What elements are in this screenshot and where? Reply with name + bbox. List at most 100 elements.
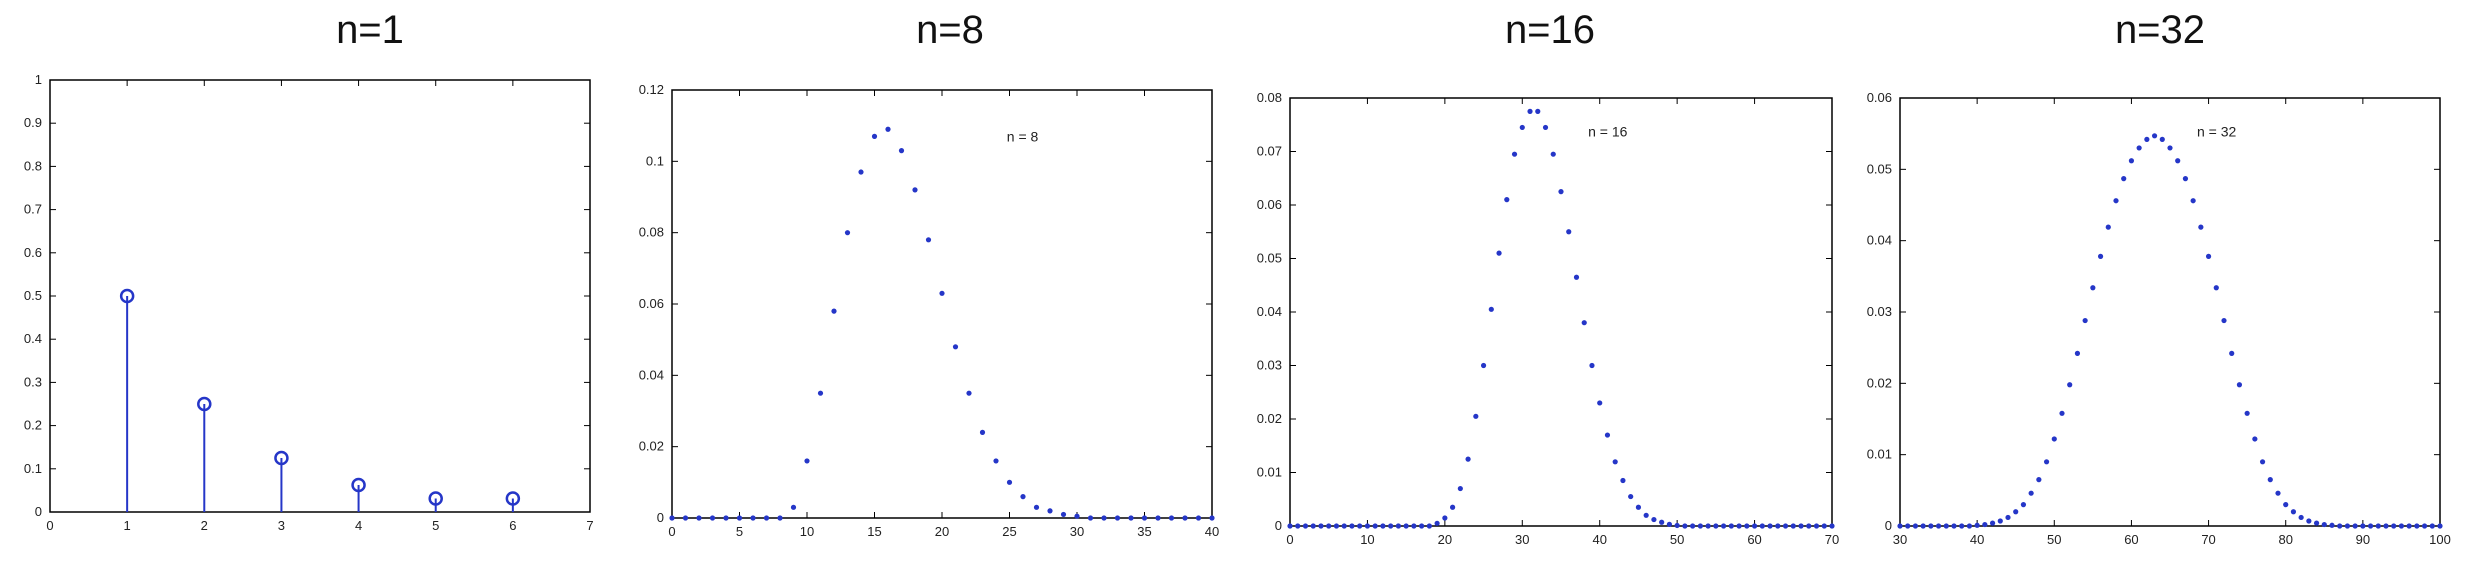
panel-1-x-tick-label: 5 <box>432 518 439 533</box>
panel-4-x-tick-label: 50 <box>2047 532 2061 547</box>
panel-4-data-point <box>2059 410 2065 416</box>
panel-4-data-point <box>1982 521 1988 528</box>
panel-4-data-point <box>2205 253 2212 259</box>
panel-3-data-point <box>1395 523 1401 529</box>
panel-3-data-point <box>1597 400 1603 406</box>
panel-4-data-point <box>2067 382 2073 388</box>
panel-3-data-point <box>1659 519 1665 525</box>
panel-3-data-point <box>1527 108 1533 114</box>
panel-1-y-tick-label: 0.7 <box>24 202 42 217</box>
panel-3-y-tick-label: 0.06 <box>1257 197 1282 212</box>
panel-4-data-point <box>1974 522 1980 528</box>
panel-4-plot-frame <box>1899 97 2441 527</box>
panel-4-data-point <box>2391 523 2397 529</box>
panel-2-data-point <box>844 230 851 236</box>
panel-4-data-point <box>2259 459 2266 465</box>
panel-1-x-tick-label: 3 <box>278 518 285 533</box>
panel-3-data-point <box>1465 456 1471 462</box>
panel-3-data-point <box>1566 229 1572 235</box>
panel-3-data-point <box>1782 523 1789 529</box>
panel-title-n8: n=8 <box>916 8 984 52</box>
panel-3-x-tick-label: 0 <box>1286 532 1293 547</box>
panel-3-data-point <box>1519 124 1525 131</box>
panel-4-data-point <box>1905 523 1911 529</box>
panel-1-x-tick-label: 6 <box>509 518 516 533</box>
panel-2-x-tick-label: 30 <box>1070 524 1084 539</box>
panel-4-data-point <box>2421 523 2428 529</box>
panel-3-data-point <box>1759 523 1765 529</box>
panel-3-data-point <box>1457 485 1463 492</box>
panel-4-data-point <box>2013 509 2019 515</box>
panel-3-data-point <box>1434 520 1440 526</box>
panel-3-annotation: n = 16 <box>1588 124 1628 140</box>
panel-1-stem-marker <box>505 491 521 506</box>
panel-3-data-point <box>1666 521 1672 527</box>
panel-2-y-tick-label: 0.06 <box>639 296 664 311</box>
panel-4-x-tick-label: 60 <box>2124 532 2138 547</box>
panel-1-x-tick-label: 7 <box>586 518 593 533</box>
panel-2-data-point <box>885 126 891 132</box>
panel-4-data-point <box>1989 520 1996 526</box>
panel-3-y-tick-label: 0.05 <box>1257 251 1282 266</box>
panel-2-data-point <box>1141 515 1148 521</box>
panel-3-data-point <box>1326 523 1332 529</box>
panel-3-x-tick-label: 30 <box>1515 532 1529 547</box>
panel-3-data-point <box>1504 197 1510 203</box>
panel-3-y-tick-label: 0.04 <box>1257 304 1282 319</box>
panel-3-data-point <box>1364 523 1371 529</box>
panel-2-y-tick-label: 0.08 <box>639 225 664 240</box>
panel-2-data-point <box>979 429 986 435</box>
panel-2-data-point <box>993 458 999 464</box>
panel-2-data-point <box>1047 508 1053 514</box>
panel-4-data-point <box>1897 523 1903 529</box>
panel-2-data-point <box>925 237 932 243</box>
panel-3-data-point <box>1341 523 1347 529</box>
panel-4-data-point <box>2267 477 2273 483</box>
panel-3-data-point <box>1496 250 1502 256</box>
panel-3-data-point <box>1767 523 1773 529</box>
panel-4-annotation: n = 32 <box>2197 124 2237 140</box>
panel-3-data-point <box>1690 523 1696 529</box>
panel-4-data-point <box>2043 459 2050 465</box>
panel-1-stem-marker <box>274 450 289 466</box>
panel-4-data-point <box>2159 136 2165 142</box>
panel-4-data-point <box>2036 477 2042 483</box>
panel-4-data-point <box>2051 436 2057 442</box>
panel-4-data-point <box>2414 523 2420 529</box>
panel-3-data-point <box>1380 523 1386 529</box>
panel-1-y-tick-label: 0.2 <box>24 418 42 433</box>
panel-3-x-tick-label: 60 <box>1747 532 1761 547</box>
panel-title-n16: n=16 <box>1504 8 1596 52</box>
panel-3-data-point <box>1295 523 1301 529</box>
panel-4-data-point <box>1912 523 1919 529</box>
panel-3-data-point <box>1728 523 1734 529</box>
panel-2-data-point <box>1182 515 1188 521</box>
panel-2-data-point <box>858 169 864 175</box>
panel-2-y-tick-label: 0 <box>657 510 664 525</box>
panel-2-x-tick-label: 0 <box>668 524 675 539</box>
panel-3-y-tick-label: 0.02 <box>1257 411 1282 426</box>
panel-2-x-tick-label: 5 <box>736 524 743 539</box>
panel-4-data-point <box>2175 158 2181 164</box>
panel-4-data-point <box>1928 523 1934 529</box>
panel-4-data-point <box>2236 382 2243 388</box>
panel-3-data-point <box>1620 477 1626 484</box>
panel-4-data-point <box>2121 176 2127 182</box>
panel-2-data-point <box>750 515 756 521</box>
panel-2-data-point <box>669 515 675 521</box>
panel-title-n32: n=32 <box>2114 8 2206 52</box>
panel-3-data-point <box>1411 523 1417 529</box>
panel-4-data-point <box>2429 523 2435 529</box>
panel-4-data-point <box>2136 145 2142 151</box>
panel-4-data-point <box>2028 490 2034 496</box>
panel-4-data-point <box>1935 523 1942 529</box>
panel-3-x-tick-label: 70 <box>1825 532 1839 547</box>
panel-3-data-point <box>1581 320 1587 326</box>
panel-3-data-point <box>1287 523 1293 529</box>
panel-title-n1: n=1 <box>336 8 404 52</box>
panel-2-data-point <box>682 515 689 521</box>
panel-4-data-point <box>2398 523 2405 529</box>
panel-4-x-tick-label: 40 <box>1970 532 1984 547</box>
panel-2-plot-frame <box>671 89 1213 519</box>
